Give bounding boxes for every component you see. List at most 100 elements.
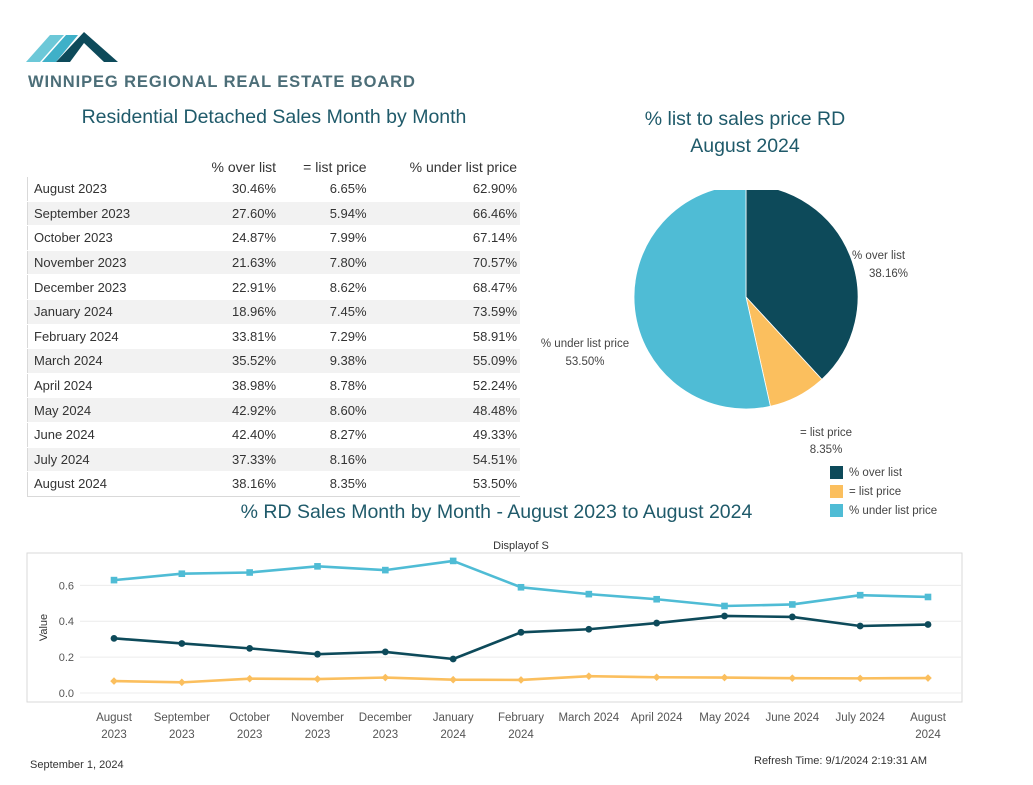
data-point — [110, 634, 118, 642]
x-tick-label: February — [498, 712, 544, 724]
data-point — [585, 590, 593, 598]
data-point — [721, 612, 728, 620]
month-cell: August 2024 — [27, 471, 187, 497]
data-point — [449, 675, 457, 684]
data-point — [924, 621, 932, 628]
x-tick-label: November — [291, 712, 344, 724]
x-tick-label: August — [96, 712, 133, 724]
sales-table: % over list = list price % under list pr… — [27, 157, 520, 497]
column-header: % under list price — [409, 158, 517, 175]
line-chart-subtitle: Displayof S — [493, 540, 549, 552]
month-cell: August 2023 — [27, 176, 187, 202]
value-cell: 8.27% — [279, 421, 370, 448]
table-row: May 2024 42.92% 8.60% 48.48% — [27, 397, 520, 423]
pie-slice — [745, 190, 859, 380]
x-tick-label: January — [433, 712, 474, 724]
value-cell: 42.92% — [187, 397, 280, 423]
column-header: % over list — [211, 158, 277, 175]
month-cell: May 2024 — [27, 397, 187, 423]
value-cell: 62.90% — [369, 176, 520, 202]
x-tick-label: April 2024 — [631, 712, 683, 724]
table-header-row: % over list = list price % under list pr… — [28, 157, 521, 177]
value-cell: 8.35% — [279, 471, 370, 497]
y-tick-label: 0.4 — [59, 616, 74, 628]
pie-legend: % over list = list price % under list pr… — [830, 463, 937, 520]
table-title: Residential Detached Sales Month by Mont… — [81, 106, 467, 128]
value-cell: 7.29% — [279, 323, 370, 349]
pie-chart: % over list 38.16% = list price 8.35% % unde… — [541, 190, 908, 456]
x-tick-label: 2023 — [101, 729, 127, 741]
data-point — [924, 593, 932, 601]
legend-label: = list price — [849, 485, 902, 498]
data-point — [652, 673, 661, 682]
value-cell: 7.80% — [279, 249, 370, 275]
value-cell: 8.60% — [279, 397, 370, 423]
month-cell: March 2024 — [27, 348, 187, 374]
value-cell: 48.48% — [369, 397, 520, 423]
pie-title-line: % list to sales price RD — [644, 108, 846, 130]
data-point — [246, 569, 253, 576]
data-point — [856, 591, 864, 599]
table-row: April 2024 38.98% 8.78% 52.24% — [27, 372, 520, 398]
table-row: August 2023 30.46% 6.65% 62.90% — [27, 176, 520, 202]
month-cell: April 2024 — [27, 372, 187, 398]
data-point — [517, 676, 525, 684]
y-axis-label: Value — [38, 614, 50, 641]
value-cell: 67.14% — [369, 225, 520, 251]
legend-swatch — [830, 504, 843, 517]
month-cell: September 2023 — [27, 200, 187, 226]
data-point — [788, 674, 797, 682]
month-cell: November 2023 — [27, 249, 187, 275]
value-cell: 70.57% — [369, 249, 520, 275]
data-point — [314, 650, 321, 658]
value-cell: 66.46% — [369, 200, 520, 226]
month-cell: June 2024 — [27, 421, 187, 448]
data-point — [789, 601, 796, 608]
legend-label: % over list — [849, 466, 903, 479]
y-tick-label: 0.2 — [59, 652, 74, 664]
x-tick-label: October — [229, 712, 270, 724]
pie-subtitle: August 2024 — [690, 135, 800, 157]
x-tick-label: May 2024 — [699, 712, 750, 724]
data-point — [313, 675, 322, 683]
table-row: January 2024 18.96% 7.45% 73.59% — [27, 298, 520, 325]
x-tick-label: 2023 — [169, 729, 195, 741]
x-tick-label: June 2024 — [765, 712, 819, 724]
x-tick-label: 2024 — [508, 729, 534, 741]
value-cell: 6.65% — [279, 176, 370, 202]
data-point — [449, 557, 457, 565]
legend-swatch — [830, 485, 843, 498]
table-row: August 2024 38.16% 8.35% 53.50% — [27, 471, 520, 497]
data-point — [178, 640, 186, 647]
line-chart-title: % RD Sales Month by Month - August 2023 … — [240, 501, 753, 523]
data-point — [449, 655, 457, 663]
data-point — [788, 613, 796, 621]
value-cell: 24.87% — [187, 225, 280, 251]
x-tick-label: 2023 — [237, 729, 263, 741]
table-row: September 2023 27.60% 5.94% 66.46% — [27, 200, 520, 226]
month-cell: October 2023 — [27, 225, 187, 251]
data-point — [178, 570, 186, 578]
table-row: November 2023 21.63% 7.80% 70.57% — [27, 249, 520, 275]
value-cell: 18.96% — [187, 298, 280, 325]
pie-slice-value: 38.16% — [869, 268, 908, 280]
table-row: December 2023 22.91% 8.62% 68.47% — [27, 274, 520, 300]
table-row: October 2023 24.87% 7.99% 67.14% — [27, 225, 520, 251]
data-point — [381, 673, 390, 682]
pie-slice-label: % over list — [852, 250, 906, 262]
table-row: July 2024 37.33% 8.16% 54.51% — [27, 446, 520, 472]
x-tick-label: December — [359, 712, 412, 724]
value-cell: 35.52% — [187, 348, 280, 374]
refresh-time: Refresh Time: 9/1/2024 2:19:31 AM — [754, 755, 928, 767]
x-tick-label: September — [154, 712, 210, 724]
value-cell: 21.63% — [187, 249, 280, 275]
legend-swatch — [830, 466, 843, 479]
value-cell: 49.33% — [369, 421, 520, 448]
org-name: WINNIPEG REGIONAL REAL ESTATE BOARD — [28, 73, 416, 91]
data-point — [517, 583, 525, 591]
column-header — [28, 157, 188, 177]
value-cell: 33.81% — [187, 323, 280, 349]
data-point — [110, 576, 118, 584]
x-tick-label: July 2024 — [836, 712, 886, 724]
month-cell: January 2024 — [27, 298, 187, 325]
